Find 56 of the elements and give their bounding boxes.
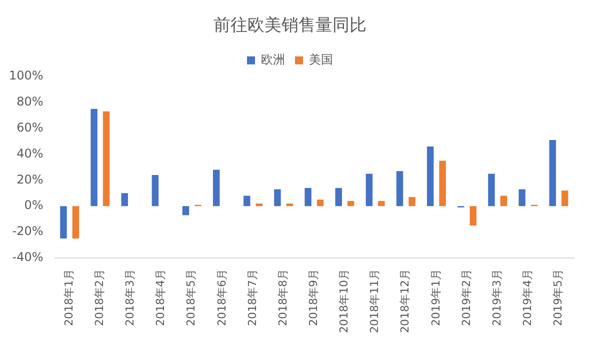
bar (182, 206, 190, 216)
bar (102, 111, 110, 206)
y-tick-label: 80% (16, 94, 44, 108)
bar (152, 174, 159, 206)
bar (72, 206, 80, 239)
legend-label: 美国 (309, 52, 333, 67)
bar (347, 200, 354, 206)
x-tick-label: 2018年8月 (276, 269, 290, 326)
x-tick-label: 2019年2月 (460, 269, 473, 326)
bar (366, 174, 373, 206)
bar (121, 193, 128, 206)
y-tick-label: 60% (16, 120, 44, 134)
x-tick-label: 2018年2月 (93, 269, 106, 326)
x-tick-label: 2019年1月 (429, 269, 442, 326)
bar (256, 204, 262, 206)
bar (274, 189, 281, 206)
x-tick-label: 2018年5月 (184, 269, 198, 326)
bar (316, 200, 324, 206)
y-tick-label: -40% (12, 250, 44, 264)
x-tick-label: 2019年3月 (490, 269, 504, 326)
bar (244, 196, 250, 206)
legend-label: 欧洲 (261, 52, 285, 67)
bar (518, 189, 526, 206)
x-tick-label: 2018年12月 (398, 269, 412, 334)
bar (561, 190, 568, 206)
x-tick-label: 2019年5月 (552, 269, 565, 326)
x-tick-label: 2018年3月 (124, 269, 137, 326)
bar (470, 206, 476, 226)
x-tick-label: 2018年6月 (215, 269, 228, 326)
x-tick-label: 2018年1月 (62, 269, 76, 326)
y-tick-label: 20% (16, 172, 44, 186)
y-tick-label: 40% (16, 146, 44, 160)
x-tick-label: 2018年11月 (368, 269, 382, 334)
bar (60, 206, 67, 239)
chart-title: 前往欧美销售量同比 (214, 16, 366, 36)
bar (304, 188, 312, 206)
x-tick-label: 2018年9月 (307, 269, 320, 326)
x-tick-label: 2019年4月 (521, 269, 534, 326)
y-tick-label: -20% (12, 224, 44, 238)
bar (488, 174, 495, 206)
bar (408, 197, 416, 206)
bar (378, 200, 385, 206)
x-tick-label: 2018年10月 (338, 269, 351, 334)
bar (286, 204, 294, 206)
bar (396, 171, 404, 206)
bar (549, 140, 556, 206)
bar (90, 108, 98, 206)
x-tick-label: 2018年4月 (154, 269, 168, 326)
bar (439, 160, 446, 206)
bar (335, 188, 342, 206)
y-tick-label: 0% (24, 198, 44, 212)
x-tick-label: 2018年7月 (246, 269, 259, 326)
bar (500, 196, 508, 206)
bar (426, 146, 434, 206)
bar (212, 170, 220, 206)
y-tick-label: 100% (8, 68, 44, 83)
